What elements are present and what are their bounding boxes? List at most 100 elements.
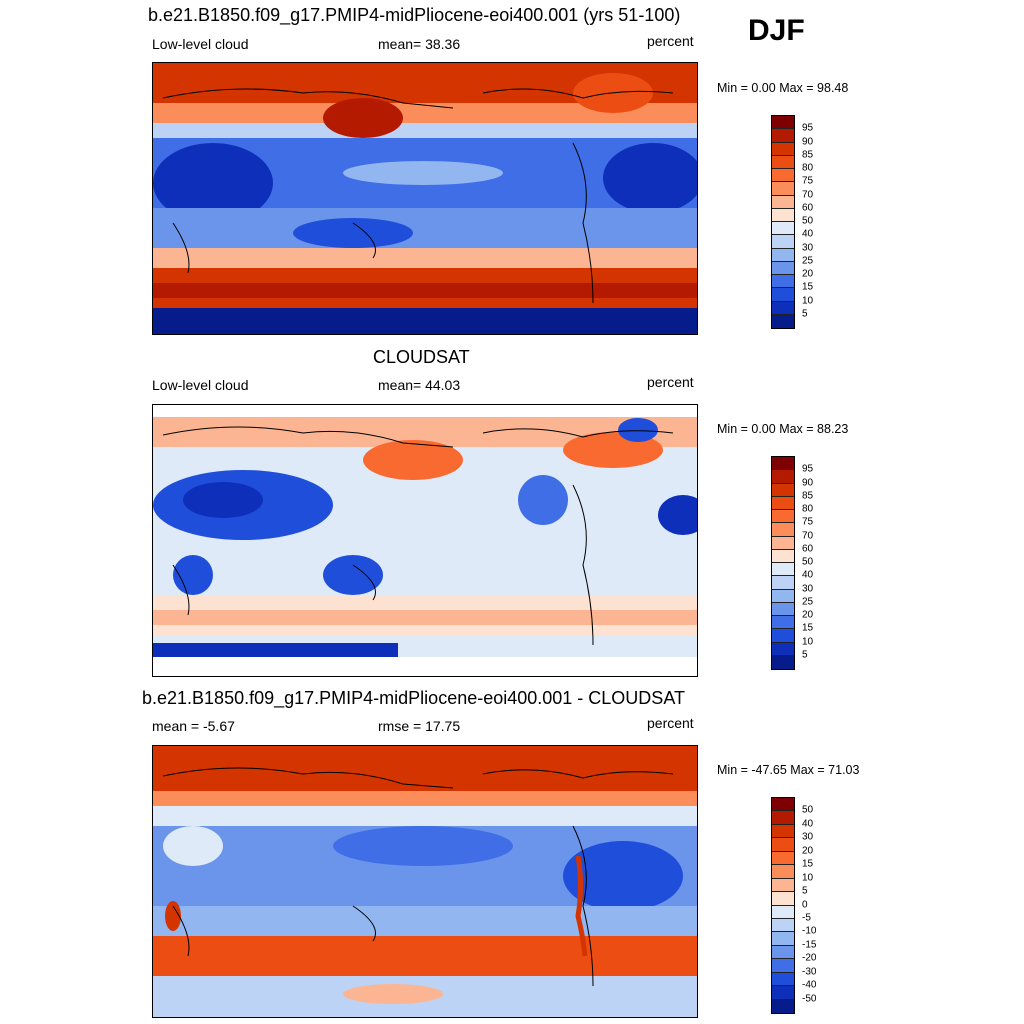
panel-3-tick: 0: [802, 899, 808, 910]
panel-3-title: b.e21.B1850.f09_g17.PMIP4-midPliocene-eo…: [142, 688, 685, 708]
panel-1-tick: 20: [802, 268, 814, 280]
panel-2-minmax: Min = 0.00 Max = 88.23: [717, 422, 849, 436]
panel-1-tick: 85: [802, 149, 814, 161]
panel-3-map: [152, 745, 698, 1018]
colorbar-segment: [772, 589, 794, 603]
colorbar-segment: [772, 986, 794, 1000]
panel-2-tick: 60: [802, 543, 814, 555]
panel-2-tick: 25: [802, 596, 814, 608]
panel-2-tick: 10: [802, 636, 814, 647]
colorbar-segment: [772, 798, 794, 812]
panel-1-tick: 50: [802, 215, 814, 227]
panel-3-tick: -30: [802, 966, 817, 978]
panel-1-tick: 90: [802, 136, 814, 147]
panel-3-tick: 15: [802, 858, 814, 870]
panel-3-tick: -10: [802, 925, 817, 937]
colorbar-segment: [772, 563, 794, 577]
colorbar-segment: [772, 523, 794, 537]
panel-2-tick: 70: [802, 530, 814, 541]
panel-1-tick: 70: [802, 189, 814, 200]
colorbar-segment: [772, 301, 794, 315]
panel-2-colorbar: [771, 456, 795, 670]
panel-1-tick: 30: [802, 242, 814, 253]
colorbar-segment: [772, 182, 794, 196]
colorbar-segment: [772, 655, 794, 669]
panel-2-title: CLOUDSAT: [373, 347, 470, 367]
colorbar-segment: [772, 129, 794, 143]
panel-3-tick: -50: [802, 993, 817, 1005]
colorbar-segment: [772, 549, 794, 563]
colorbar-segment: [772, 616, 794, 630]
panel-3-units-label: percent: [647, 715, 694, 731]
colorbar-segment: [772, 602, 794, 616]
panel-2-tick: 75: [802, 516, 814, 528]
colorbar-segment: [772, 536, 794, 550]
panel-3-tick: 10: [802, 872, 814, 884]
colorbar-segment: [772, 116, 794, 130]
panel-2-tick: 5: [802, 649, 808, 661]
panel-1-tick: 5: [802, 308, 808, 320]
panel-1-mean-label: mean= 38.36: [378, 36, 461, 52]
panel-3-rmse-label: rmse = 17.75: [378, 718, 461, 734]
colorbar-segment: [772, 865, 794, 879]
colorbar-segment: [772, 999, 794, 1013]
colorbar-segment: [772, 275, 794, 289]
panel-2-tick: 80: [802, 503, 814, 515]
colorbar-segment: [772, 932, 794, 946]
panel-1-tick: 80: [802, 162, 814, 174]
panel-3-tick: -40: [802, 979, 817, 991]
panel-1-tick: 95: [802, 122, 814, 134]
colorbar-segment: [772, 576, 794, 590]
panel-2-tick: 50: [802, 556, 814, 568]
colorbar-segment: [772, 892, 794, 906]
panel-2-tick: 90: [802, 477, 814, 488]
panel-2-units-label: percent: [647, 374, 694, 390]
colorbar-segment: [772, 483, 794, 497]
panel-1-tick: 15: [802, 281, 814, 293]
colorbar-segment: [772, 642, 794, 656]
colorbar-segment: [772, 142, 794, 156]
colorbar-segment: [772, 155, 794, 169]
panel-2-left-label: Low-level cloud: [152, 377, 249, 393]
panel-1-tick: 10: [802, 295, 814, 306]
panel-3-tick: -20: [802, 952, 817, 964]
colorbar-segment: [772, 195, 794, 209]
colorbar-segment: [772, 288, 794, 302]
colorbar-segment: [772, 470, 794, 484]
colorbar-segment: [772, 878, 794, 893]
colorbar-segment: [772, 457, 794, 471]
colorbar-segment: [772, 959, 794, 973]
colorbar-segment: [772, 838, 794, 852]
panel-2-tick: 20: [802, 609, 814, 621]
panel-1-units-label: percent: [647, 33, 694, 49]
colorbar-segment: [772, 169, 794, 183]
colorbar-segment: [772, 261, 794, 275]
panel-3-tick: -5: [802, 912, 811, 924]
panel-3-tick: 20: [802, 845, 814, 857]
colorbar-segment: [772, 905, 794, 919]
colorbar-segment: [772, 918, 794, 933]
season-label: DJF: [748, 14, 805, 47]
panel-1-minmax: Min = 0.00 Max = 98.48: [717, 81, 849, 95]
colorbar-segment: [772, 945, 794, 960]
colorbar-segment: [772, 496, 794, 510]
colorbar-segment: [772, 824, 794, 839]
colorbar-segment: [772, 972, 794, 987]
colorbar-segment: [772, 629, 794, 643]
colorbar-segment: [772, 811, 794, 825]
panel-1-tick: 60: [802, 202, 814, 214]
colorbar-segment: [772, 208, 794, 222]
colorbar-segment: [772, 222, 794, 236]
panel-3-tick: 50: [802, 804, 814, 816]
colorbar-segment: [772, 235, 794, 249]
colorbar-segment: [772, 851, 794, 866]
panel-1-map: [152, 62, 698, 335]
panel-3-tick: 40: [802, 818, 814, 830]
panel-3-mean-label: mean = -5.67: [152, 718, 235, 734]
colorbar-segment: [772, 510, 794, 524]
colorbar-segment: [772, 248, 794, 262]
panel-2-tick: 40: [802, 569, 814, 581]
colorbar-segment: [772, 314, 794, 328]
panel-3-tick: -15: [802, 939, 817, 951]
panel-1-tick: 25: [802, 255, 814, 267]
